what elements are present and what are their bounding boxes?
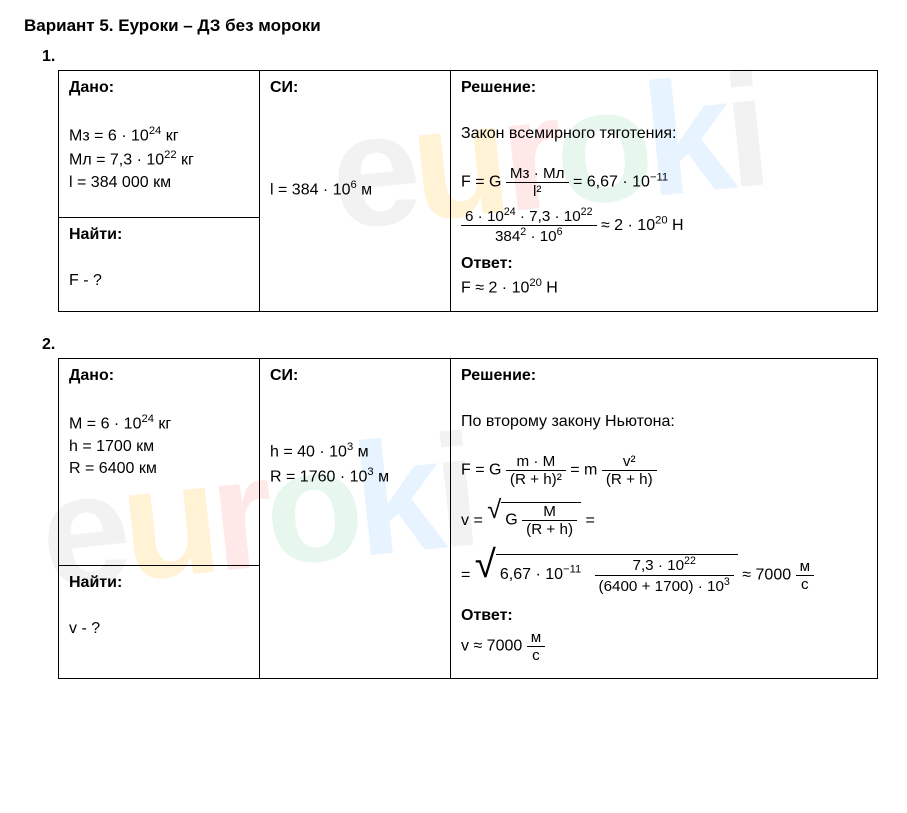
si-value: h = 40 · 103 м xyxy=(270,441,440,461)
task2-table: Дано: M = 6 · 1024 кг h = 1700 км R = 64… xyxy=(58,358,878,678)
label-dano: Дано: xyxy=(69,367,249,385)
given-value: l = 384 000 км xyxy=(69,174,249,192)
label-answer: Ответ: xyxy=(461,607,867,625)
given-value: Mз = 6 · 1024 кг xyxy=(69,125,249,145)
solution-formula: F = G m · M (R + h)² = m v² (R + h) xyxy=(461,453,867,488)
given-value: h = 1700 км xyxy=(69,438,249,456)
task-number: 1. xyxy=(42,48,883,66)
given-value: R = 6400 км xyxy=(69,460,249,478)
solution-formula: v = √ G M (R + h) = xyxy=(461,502,867,540)
find-value: F - ? xyxy=(69,272,249,290)
given-value: M = 6 · 1024 кг xyxy=(69,413,249,433)
label-dano: Дано: xyxy=(69,79,249,97)
answer-value: v ≈ 7000 м с xyxy=(461,629,867,664)
solution-formula: F = G Mз · Mл l² = 6,67 · 10−11 xyxy=(461,165,867,200)
find-value: v - ? xyxy=(69,620,249,638)
page-title: Вариант 5. Еуроки – ДЗ без мороки xyxy=(24,16,883,36)
label-solution: Решение: xyxy=(461,79,867,97)
label-find: Найти: xyxy=(69,574,249,592)
solution-formula: 6 · 1024 · 7,3 · 1022 3842 · 106 ≈ 2 · 1… xyxy=(461,206,867,245)
task1-table: Дано: Mз = 6 · 1024 кг Mл = 7,3 · 1022 к… xyxy=(58,70,878,312)
label-si: СИ: xyxy=(270,367,440,385)
task-number: 2. xyxy=(42,336,883,354)
solution-formula: = √ 6,67 · 10−11 7,3 · 1022 (6400 + 1700… xyxy=(461,554,867,596)
solution-text: Закон всемирного тяготения: xyxy=(461,125,867,143)
label-answer: Ответ: xyxy=(461,255,867,273)
si-value: R = 1760 · 103 м xyxy=(270,466,440,486)
solution-text: По второму закону Ньютона: xyxy=(461,413,867,431)
given-value: Mл = 7,3 · 1022 кг xyxy=(69,149,249,169)
si-value: l = 384 · 106 м xyxy=(270,179,440,199)
label-solution: Решение: xyxy=(461,367,867,385)
label-si: СИ: xyxy=(270,79,440,97)
label-find: Найти: xyxy=(69,226,249,244)
answer-value: F ≈ 2 · 1020 Н xyxy=(461,277,867,297)
